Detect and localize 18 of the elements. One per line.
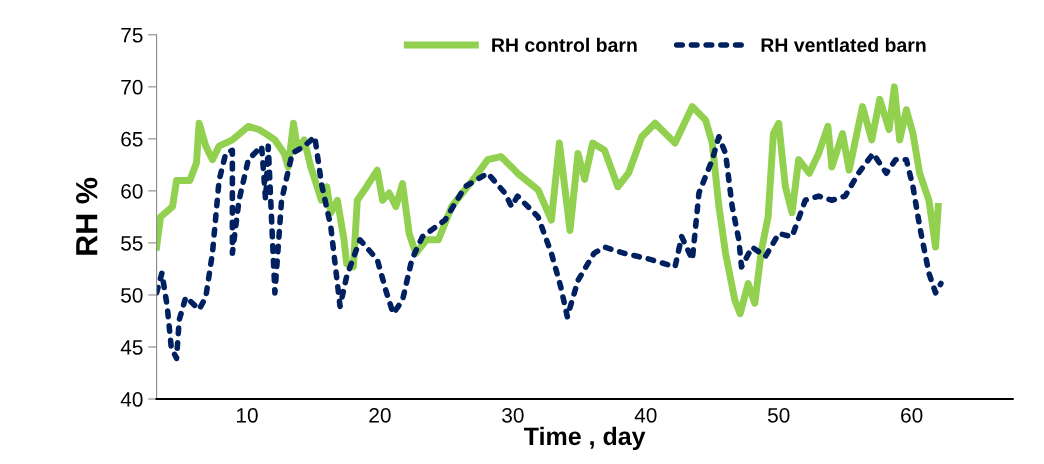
x-tick-label: 40	[634, 407, 657, 423]
y-tick-label: 40	[120, 392, 143, 407]
y-tick-label: 55	[121, 236, 143, 251]
legend-label: RH ventlated barn	[761, 37, 926, 53]
y-tick-label: 65	[121, 131, 143, 147]
y-axis-title: RH %	[75, 177, 98, 255]
x-tick-label: 20	[369, 407, 391, 423]
y-tick-label: 70	[121, 79, 143, 95]
x-tick-label: 30	[502, 407, 524, 423]
x-tick-label: 60	[901, 407, 923, 423]
y-tick-label: 75	[121, 28, 143, 43]
y-tick-label: 60	[121, 183, 143, 199]
x-tick-label: 50	[767, 407, 790, 423]
y-tick-label: 50	[121, 287, 143, 303]
x-axis-title: Time , day	[524, 426, 646, 451]
legend-label: RH control barn	[492, 37, 637, 53]
y-tick-label: 45	[120, 340, 143, 355]
x-tick-label: 10	[237, 407, 258, 423]
